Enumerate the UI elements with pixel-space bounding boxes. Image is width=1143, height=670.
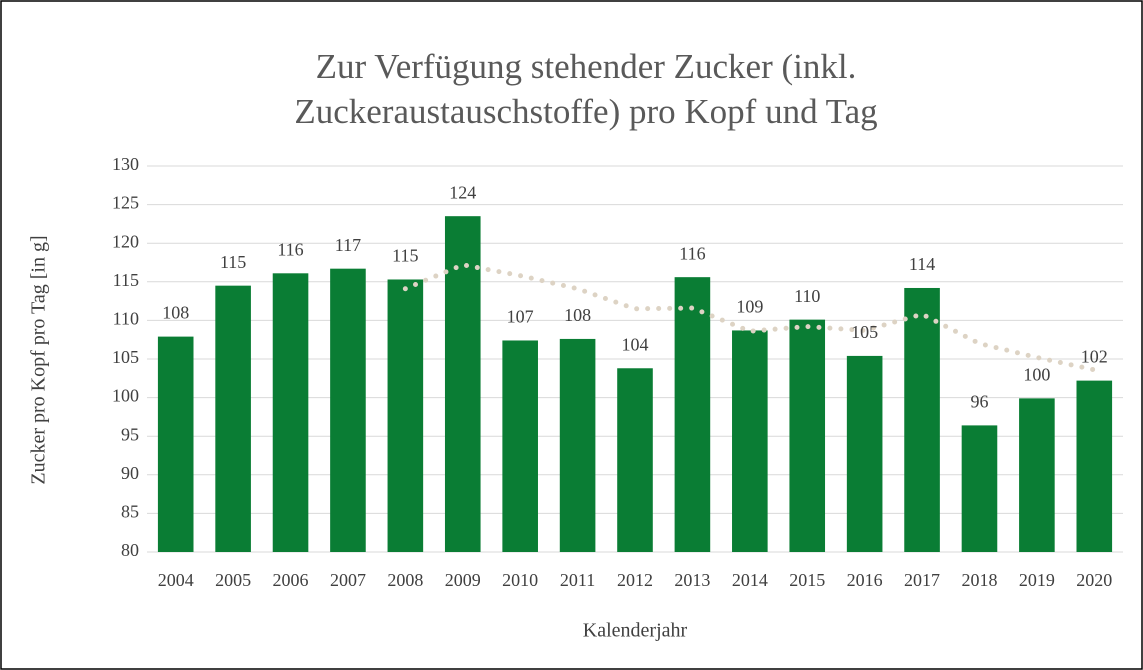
y-tick-label: 120 bbox=[112, 231, 139, 251]
y-tick-label: 95 bbox=[121, 424, 139, 444]
bar bbox=[215, 285, 251, 552]
bar bbox=[674, 277, 711, 552]
bar bbox=[961, 425, 998, 552]
trend-line bbox=[402, 262, 1097, 373]
x-tick-label: 2019 bbox=[1019, 570, 1055, 590]
bar bbox=[789, 319, 826, 552]
data-label: 124 bbox=[449, 182, 476, 202]
y-tick-label: 115 bbox=[113, 270, 139, 290]
x-tick-label: 2017 bbox=[904, 570, 940, 590]
bar bbox=[502, 340, 538, 552]
data-label: 96 bbox=[970, 392, 988, 412]
bar bbox=[1076, 380, 1113, 552]
data-label: 110 bbox=[794, 286, 820, 306]
x-tick-label: 2014 bbox=[732, 570, 768, 590]
x-tick-label: 2012 bbox=[617, 570, 653, 590]
x-tick-label: 2007 bbox=[330, 570, 366, 590]
data-label: 102 bbox=[1081, 347, 1108, 367]
bar bbox=[732, 330, 768, 552]
x-tick-label: 2020 bbox=[1076, 570, 1112, 590]
x-tick-label: 2013 bbox=[674, 570, 710, 590]
x-tick-label: 2005 bbox=[215, 570, 251, 590]
y-tick-label: 125 bbox=[112, 193, 139, 213]
data-label: 115 bbox=[220, 252, 246, 272]
y-tick-label: 110 bbox=[113, 309, 139, 329]
y-axis-label: Zucker pro Kopf pro Tag [in g] bbox=[28, 235, 50, 484]
data-label: 104 bbox=[622, 334, 649, 354]
bar bbox=[330, 268, 366, 552]
data-label: 109 bbox=[736, 297, 763, 317]
bar bbox=[1019, 398, 1055, 552]
y-tick-label: 80 bbox=[121, 540, 139, 560]
x-tick-label: 2015 bbox=[789, 570, 825, 590]
chart-title: Zuckeraustauschstoffe) pro Kopf und Tag bbox=[294, 92, 877, 131]
bar bbox=[617, 368, 653, 552]
y-tick-label: 85 bbox=[121, 502, 139, 522]
data-label: 116 bbox=[679, 243, 705, 263]
bar bbox=[444, 216, 481, 552]
bar bbox=[387, 279, 424, 552]
bar bbox=[272, 273, 309, 552]
y-tick-label: 105 bbox=[112, 347, 139, 367]
x-tick-label: 2009 bbox=[445, 570, 481, 590]
x-tick-label: 2011 bbox=[560, 570, 595, 590]
x-tick-label: 2018 bbox=[961, 570, 997, 590]
data-label: 100 bbox=[1023, 364, 1050, 384]
x-tick-label: 2016 bbox=[847, 570, 883, 590]
data-label: 114 bbox=[909, 254, 935, 274]
data-label: 116 bbox=[277, 239, 303, 259]
data-label: 105 bbox=[851, 322, 878, 342]
data-label: 108 bbox=[162, 303, 189, 323]
data-label: 115 bbox=[392, 246, 418, 266]
bar bbox=[559, 338, 596, 552]
x-tick-label: 2006 bbox=[273, 570, 309, 590]
y-tick-label: 100 bbox=[112, 386, 139, 406]
x-tick-label: 2004 bbox=[158, 570, 194, 590]
bar bbox=[846, 355, 883, 552]
chart-title: Zur Verfügung stehender Zucker (inkl. bbox=[316, 47, 857, 86]
bar bbox=[904, 287, 940, 552]
y-tick-label: 90 bbox=[121, 463, 139, 483]
x-tick-label: 2010 bbox=[502, 570, 538, 590]
y-tick-label: 130 bbox=[112, 154, 139, 174]
x-tick-label: 2008 bbox=[387, 570, 423, 590]
bar bbox=[157, 336, 194, 552]
data-label: 108 bbox=[564, 305, 591, 325]
data-label: 117 bbox=[335, 235, 361, 255]
x-axis-label: Kalenderjahr bbox=[583, 620, 688, 642]
data-label: 107 bbox=[507, 307, 534, 327]
